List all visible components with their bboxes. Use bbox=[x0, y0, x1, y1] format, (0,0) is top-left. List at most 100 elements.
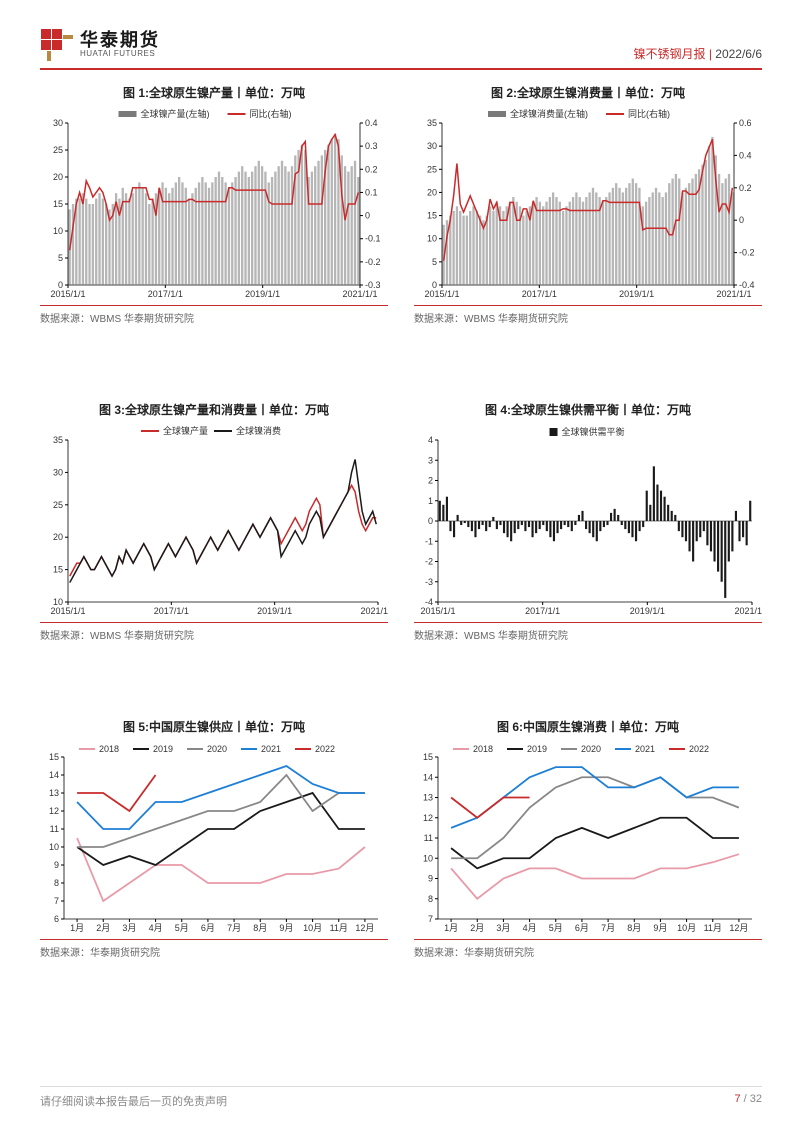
header-rule bbox=[40, 68, 762, 70]
footer-disclaimer: 请仔细阅读本报告最后一页的免责声明 bbox=[40, 1093, 227, 1109]
fig3-rule bbox=[40, 622, 388, 623]
svg-text:3: 3 bbox=[428, 455, 433, 465]
svg-text:2017/1/1: 2017/1/1 bbox=[154, 606, 189, 616]
charts-grid: 图 1:全球原生镍产量丨单位：万吨 全球镍产量(左轴)同比(右轴)0510152… bbox=[40, 84, 762, 959]
svg-text:3月: 3月 bbox=[122, 923, 136, 933]
svg-text:15: 15 bbox=[49, 752, 59, 762]
svg-text:2018: 2018 bbox=[473, 744, 493, 754]
svg-text:2021: 2021 bbox=[635, 744, 655, 754]
svg-text:9月: 9月 bbox=[653, 923, 667, 933]
svg-text:10: 10 bbox=[423, 853, 433, 863]
header-sep: | bbox=[705, 47, 715, 61]
fig6-source: 数据来源：华泰期货研究院 bbox=[414, 944, 762, 959]
huatai-logo-icon bbox=[40, 28, 74, 62]
svg-text:2015/1/1: 2015/1/1 bbox=[50, 606, 85, 616]
svg-text:20: 20 bbox=[53, 172, 63, 182]
svg-text:25: 25 bbox=[53, 145, 63, 155]
fig4-rule bbox=[414, 622, 762, 623]
svg-text:13: 13 bbox=[423, 793, 433, 803]
svg-text:11月: 11月 bbox=[330, 923, 348, 933]
svg-text:8月: 8月 bbox=[253, 923, 267, 933]
svg-text:11月: 11月 bbox=[704, 923, 722, 933]
svg-text:6月: 6月 bbox=[575, 923, 589, 933]
figure-1: 图 1:全球原生镍产量丨单位：万吨 全球镍产量(左轴)同比(右轴)0510152… bbox=[40, 84, 388, 325]
fig2-title: 图 2:全球原生镍消费量丨单位：万吨 bbox=[414, 84, 762, 101]
svg-text:10: 10 bbox=[49, 842, 59, 852]
svg-text:14: 14 bbox=[49, 770, 59, 780]
fig2-rule bbox=[414, 305, 762, 306]
svg-text:7: 7 bbox=[428, 914, 433, 924]
fig5-title: 图 5:中国原生镍供应丨单位：万吨 bbox=[40, 718, 388, 735]
svg-text:-0.2: -0.2 bbox=[365, 257, 381, 267]
svg-text:7月: 7月 bbox=[601, 923, 615, 933]
svg-text:全球镍产量: 全球镍产量 bbox=[163, 425, 208, 436]
svg-text:3月: 3月 bbox=[496, 923, 510, 933]
svg-text:全球镍消费量(左轴): 全球镍消费量(左轴) bbox=[510, 108, 588, 119]
svg-text:12月: 12月 bbox=[729, 923, 748, 933]
page-number: 7 / 32 bbox=[734, 1093, 762, 1109]
svg-text:11: 11 bbox=[50, 824, 59, 834]
logo-cn: 华泰期货 bbox=[80, 31, 160, 50]
svg-text:2017/1/1: 2017/1/1 bbox=[525, 606, 560, 616]
figure-4: 图 4:全球原生镍供需平衡丨单位：万吨 全球镍供需平衡-4-3-2-101234… bbox=[414, 401, 762, 642]
logo-text: 华泰期货 HUATAI FUTURES bbox=[80, 31, 160, 58]
page-header: 华泰期货 HUATAI FUTURES 镍不锈钢月报 | 2022/6/6 bbox=[40, 28, 762, 62]
svg-text:4: 4 bbox=[428, 435, 433, 445]
fig2-chart: 全球镍消费量(左轴)同比(右轴)05101520253035-0.4-0.200… bbox=[414, 105, 762, 305]
fig5-rule bbox=[40, 939, 388, 940]
fig1-chart: 全球镍产量(左轴)同比(右轴)051015202530-0.3-0.2-0.10… bbox=[40, 105, 388, 305]
svg-text:7: 7 bbox=[54, 896, 59, 906]
svg-text:0.2: 0.2 bbox=[365, 164, 378, 174]
svg-text:2月: 2月 bbox=[470, 923, 484, 933]
svg-text:2021: 2021 bbox=[261, 744, 281, 754]
fig2-source: 数据来源：WBMS 华泰期货研究院 bbox=[414, 310, 762, 325]
fig1-source: 数据来源：WBMS 华泰期货研究院 bbox=[40, 310, 388, 325]
svg-text:9月: 9月 bbox=[279, 923, 293, 933]
svg-text:30: 30 bbox=[53, 467, 63, 477]
svg-text:2019/1/1: 2019/1/1 bbox=[630, 606, 665, 616]
svg-text:0: 0 bbox=[428, 516, 433, 526]
svg-text:8: 8 bbox=[428, 894, 433, 904]
svg-text:8: 8 bbox=[54, 878, 59, 888]
svg-text:2019/1/1: 2019/1/1 bbox=[257, 606, 292, 616]
svg-text:2022: 2022 bbox=[689, 744, 709, 754]
svg-text:1月: 1月 bbox=[70, 923, 84, 933]
svg-text:0.3: 0.3 bbox=[365, 141, 378, 151]
page-sep: / bbox=[741, 1093, 750, 1105]
svg-text:2020: 2020 bbox=[581, 744, 601, 754]
svg-text:2019/1/1: 2019/1/1 bbox=[619, 289, 654, 299]
figure-6: 图 6:中国原生镍消费丨单位：万吨 2018201920202021202278… bbox=[414, 718, 762, 959]
svg-text:2: 2 bbox=[428, 476, 433, 486]
svg-text:12: 12 bbox=[49, 806, 59, 816]
row-spacer-2 bbox=[40, 660, 762, 700]
svg-text:0.4: 0.4 bbox=[739, 150, 752, 160]
svg-text:30: 30 bbox=[53, 118, 63, 128]
svg-text:2022: 2022 bbox=[315, 744, 335, 754]
fig3-chart: 全球镍产量全球镍消费1015202530352015/1/12017/1/120… bbox=[40, 422, 388, 622]
svg-text:2018: 2018 bbox=[99, 744, 119, 754]
svg-text:35: 35 bbox=[53, 435, 63, 445]
svg-text:4月: 4月 bbox=[523, 923, 537, 933]
svg-text:0: 0 bbox=[365, 211, 370, 221]
fig4-chart: 全球镍供需平衡-4-3-2-1012342015/1/12017/1/12019… bbox=[414, 422, 762, 622]
svg-text:同比(右轴): 同比(右轴) bbox=[628, 108, 670, 119]
svg-text:-1: -1 bbox=[425, 536, 433, 546]
svg-text:2015/1/1: 2015/1/1 bbox=[424, 289, 459, 299]
svg-text:10月: 10月 bbox=[677, 923, 696, 933]
svg-text:1: 1 bbox=[428, 496, 433, 506]
logo-en: HUATAI FUTURES bbox=[80, 50, 160, 58]
svg-text:0.6: 0.6 bbox=[739, 118, 752, 128]
svg-text:2021/1/1: 2021/1/1 bbox=[716, 289, 751, 299]
svg-text:5: 5 bbox=[58, 253, 63, 263]
svg-text:2021/1/1: 2021/1/1 bbox=[342, 289, 377, 299]
svg-text:15: 15 bbox=[427, 211, 437, 221]
svg-text:11: 11 bbox=[424, 833, 433, 843]
svg-text:25: 25 bbox=[53, 500, 63, 510]
svg-text:15: 15 bbox=[423, 752, 433, 762]
svg-text:2015/1/1: 2015/1/1 bbox=[420, 606, 455, 616]
svg-text:5月: 5月 bbox=[175, 923, 189, 933]
svg-text:2020: 2020 bbox=[207, 744, 227, 754]
figure-5: 图 5:中国原生镍供应丨单位：万吨 2018201920202021202267… bbox=[40, 718, 388, 959]
svg-text:13: 13 bbox=[49, 788, 59, 798]
svg-text:9: 9 bbox=[428, 874, 433, 884]
